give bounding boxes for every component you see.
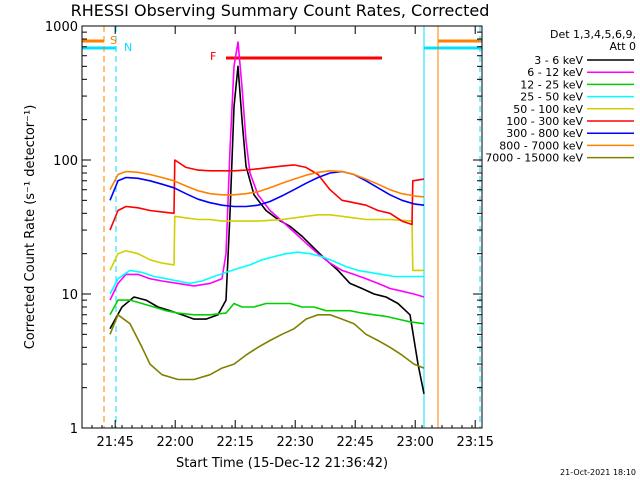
y-axis: 1 10 100 1000 [45, 20, 482, 437]
y-tick-label: 100 [53, 154, 78, 169]
legend-header: Det 1,3,4,5,6,9, [550, 28, 636, 41]
legend-label: 50 - 100 keV [513, 103, 583, 116]
x-tick-label: 22:00 [156, 435, 193, 450]
legend-label: 7000 - 15000 keV [485, 152, 583, 165]
legend-label: 6 - 12 keV [527, 66, 583, 79]
series-line-5 [109, 159, 425, 231]
legend-header: Att 0 [610, 40, 636, 53]
x-axis-label: Start Time (15-Dec-12 21:36:42) [176, 456, 388, 471]
series-line-4 [109, 214, 424, 272]
legend-label: 25 - 50 keV [520, 91, 583, 104]
series-line-8 [109, 313, 425, 381]
y-tick-label: 10 [61, 288, 78, 303]
flare-flag-label: F [210, 50, 216, 63]
legend-label: 300 - 800 keV [506, 127, 583, 140]
x-tick-label: 23:00 [396, 435, 433, 450]
timestamp-stamp: 21-Oct-2021 18:10 [560, 468, 636, 477]
saa-flag-label: S [110, 34, 117, 47]
legend-label: 100 - 300 keV [506, 115, 583, 128]
legend-label: 12 - 25 keV [520, 78, 583, 91]
y-axis-label: Corrected Count Rate (s⁻¹ detector⁻¹) [23, 105, 38, 350]
series-lines [109, 41, 425, 394]
legend-label: 3 - 6 keV [534, 54, 583, 67]
series-line-6 [109, 170, 425, 208]
series-line-0 [109, 65, 425, 394]
series-line-2 [109, 299, 425, 325]
x-tick-label: 23:15 [456, 435, 493, 450]
y-tick-label: 1000 [45, 20, 78, 35]
series-line-7 [109, 170, 425, 198]
x-axis: 21:45 22:00 22:15 22:30 22:45 23:00 23:15 [81, 26, 494, 450]
night-flag-label: N [124, 41, 132, 54]
x-tick-label: 22:45 [336, 435, 373, 450]
x-tick-label: 22:30 [276, 435, 313, 450]
legend-label: 800 - 7000 keV [499, 139, 583, 152]
series-line-1 [109, 41, 425, 301]
series-line-3 [109, 251, 424, 295]
y-tick-label: 1 [70, 422, 78, 437]
chart-title: RHESSI Observing Summary Count Rates, Co… [71, 1, 490, 20]
flag-bars: SN F [82, 26, 482, 428]
x-tick-label: 21:45 [96, 435, 133, 450]
x-tick-label: 22:15 [216, 435, 253, 450]
